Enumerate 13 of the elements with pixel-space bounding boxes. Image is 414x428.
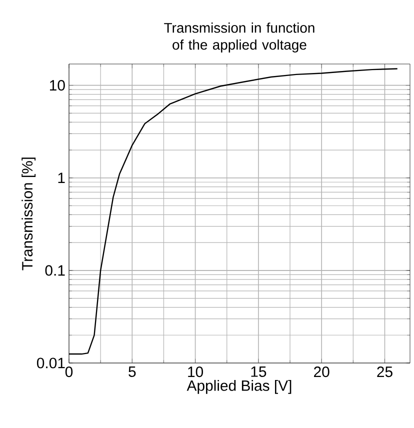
y-tick-label: 0.01 (36, 358, 65, 368)
x-axis-title: Applied Bias [V] (186, 380, 292, 394)
x-tick-label: 25 (377, 366, 392, 378)
x-tick-label: 20 (314, 366, 330, 378)
y-tick-label: 10 (50, 80, 65, 91)
x-tick-label: 0 (65, 366, 73, 378)
x-tick-label: 10 (188, 366, 204, 378)
x-tick-label: 15 (251, 366, 266, 377)
y-axis-title: Transmission [%] (22, 158, 36, 270)
y-tick-label: 0.1 (45, 265, 65, 276)
y-tick-label: 1 (58, 172, 65, 184)
chart-title: Transmission in function of the applied voltage (164, 22, 314, 52)
x-tick-label: 5 (128, 366, 136, 377)
